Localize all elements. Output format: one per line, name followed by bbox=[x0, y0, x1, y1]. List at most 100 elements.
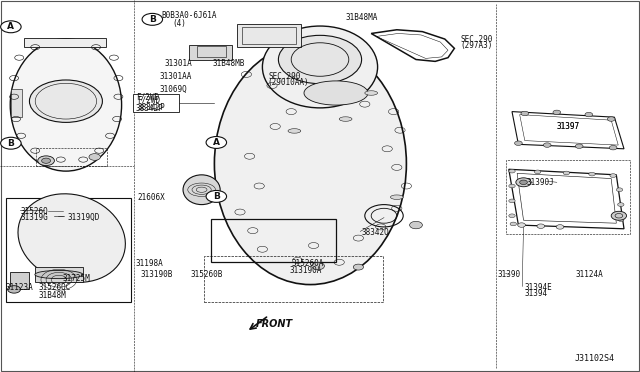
Circle shape bbox=[521, 111, 529, 116]
Text: 31B48M: 31B48M bbox=[38, 291, 66, 300]
Circle shape bbox=[537, 224, 545, 228]
Circle shape bbox=[29, 80, 102, 122]
Ellipse shape bbox=[365, 91, 378, 95]
Circle shape bbox=[142, 13, 163, 25]
Circle shape bbox=[38, 156, 54, 166]
Text: 31301AA: 31301AA bbox=[160, 72, 193, 81]
Bar bbox=[204, 256, 383, 302]
Text: 38342P: 38342P bbox=[138, 103, 165, 112]
Text: 31319QD: 31319QD bbox=[67, 213, 100, 222]
Text: 31390: 31390 bbox=[498, 270, 521, 279]
Text: B: B bbox=[8, 139, 14, 148]
Circle shape bbox=[509, 184, 515, 188]
Text: 31526QC: 31526QC bbox=[38, 283, 71, 292]
Text: F/2WD: F/2WD bbox=[136, 93, 159, 102]
Bar bbox=[6, 198, 131, 302]
Text: 21606X: 21606X bbox=[138, 193, 165, 202]
Bar bbox=[133, 94, 179, 112]
Ellipse shape bbox=[339, 117, 352, 121]
Circle shape bbox=[42, 158, 51, 163]
Circle shape bbox=[515, 141, 522, 145]
Text: 31198A: 31198A bbox=[136, 259, 163, 268]
Bar bbox=[242, 27, 296, 44]
Text: A: A bbox=[213, 138, 220, 147]
Bar bbox=[11, 89, 22, 117]
Bar bbox=[237, 24, 301, 46]
Bar bbox=[211, 219, 336, 262]
Text: J31102S4: J31102S4 bbox=[575, 355, 615, 363]
Bar bbox=[36, 148, 107, 166]
Text: 31B48MA: 31B48MA bbox=[346, 13, 378, 22]
Ellipse shape bbox=[288, 129, 301, 133]
Bar bbox=[506, 160, 630, 234]
Circle shape bbox=[607, 117, 615, 121]
Bar bbox=[197, 46, 226, 57]
Text: F/2WD: F/2WD bbox=[138, 96, 161, 105]
Text: 31394E: 31394E bbox=[525, 283, 552, 292]
Circle shape bbox=[609, 145, 617, 150]
Text: A: A bbox=[8, 22, 14, 31]
Text: 315260A: 315260A bbox=[291, 259, 324, 268]
Circle shape bbox=[610, 174, 616, 177]
Text: 31394: 31394 bbox=[525, 289, 548, 298]
Circle shape bbox=[563, 171, 570, 175]
Circle shape bbox=[585, 112, 593, 117]
Circle shape bbox=[553, 110, 561, 115]
Text: (4): (4) bbox=[173, 19, 187, 28]
Circle shape bbox=[89, 154, 100, 160]
Circle shape bbox=[353, 264, 364, 270]
Circle shape bbox=[618, 218, 624, 221]
Ellipse shape bbox=[183, 175, 220, 205]
Text: 31B48MB: 31B48MB bbox=[212, 59, 245, 68]
Ellipse shape bbox=[35, 270, 83, 279]
Text: B0B3A0-6J61A: B0B3A0-6J61A bbox=[161, 11, 217, 20]
Text: 31397: 31397 bbox=[557, 122, 580, 131]
Circle shape bbox=[509, 169, 515, 173]
Text: 315260B: 315260B bbox=[191, 270, 223, 279]
Circle shape bbox=[410, 221, 422, 229]
Circle shape bbox=[534, 170, 541, 174]
Text: 31069Q: 31069Q bbox=[160, 85, 188, 94]
Circle shape bbox=[520, 180, 527, 185]
Text: (297A3): (297A3) bbox=[461, 41, 493, 50]
Circle shape bbox=[543, 143, 551, 147]
Circle shape bbox=[509, 199, 515, 203]
Ellipse shape bbox=[18, 194, 125, 282]
Text: 38342Q: 38342Q bbox=[362, 228, 389, 237]
Text: 31526Q: 31526Q bbox=[20, 207, 48, 216]
Circle shape bbox=[509, 214, 515, 218]
Text: 31397: 31397 bbox=[557, 122, 580, 131]
Text: 313190B: 313190B bbox=[141, 270, 173, 279]
Circle shape bbox=[516, 178, 531, 187]
Text: 31319G: 31319G bbox=[20, 213, 48, 222]
Bar bbox=[189, 45, 232, 60]
Text: 31123A: 31123A bbox=[5, 283, 33, 292]
Ellipse shape bbox=[10, 39, 122, 171]
Circle shape bbox=[589, 172, 595, 176]
Circle shape bbox=[1, 137, 21, 149]
Text: SEC.290: SEC.290 bbox=[461, 35, 493, 44]
Circle shape bbox=[206, 137, 227, 148]
Circle shape bbox=[312, 262, 324, 270]
Text: FRONT: FRONT bbox=[256, 320, 293, 329]
Circle shape bbox=[510, 222, 516, 226]
Circle shape bbox=[206, 190, 227, 202]
Circle shape bbox=[518, 223, 525, 227]
Ellipse shape bbox=[304, 81, 368, 105]
Text: 31725M: 31725M bbox=[63, 274, 90, 283]
Circle shape bbox=[616, 188, 623, 192]
Text: 31124A: 31124A bbox=[576, 270, 604, 279]
Circle shape bbox=[611, 211, 627, 220]
Text: 38342P: 38342P bbox=[136, 104, 163, 113]
Ellipse shape bbox=[214, 43, 406, 285]
Circle shape bbox=[618, 203, 624, 206]
Text: B: B bbox=[149, 15, 156, 24]
Bar bbox=[10, 272, 29, 289]
Text: SEC.290: SEC.290 bbox=[269, 72, 301, 81]
Circle shape bbox=[8, 286, 20, 293]
Text: B: B bbox=[213, 192, 220, 201]
Text: (29010AA): (29010AA) bbox=[268, 78, 309, 87]
Circle shape bbox=[556, 225, 564, 229]
Ellipse shape bbox=[390, 195, 403, 199]
Text: 31301A: 31301A bbox=[164, 59, 192, 68]
